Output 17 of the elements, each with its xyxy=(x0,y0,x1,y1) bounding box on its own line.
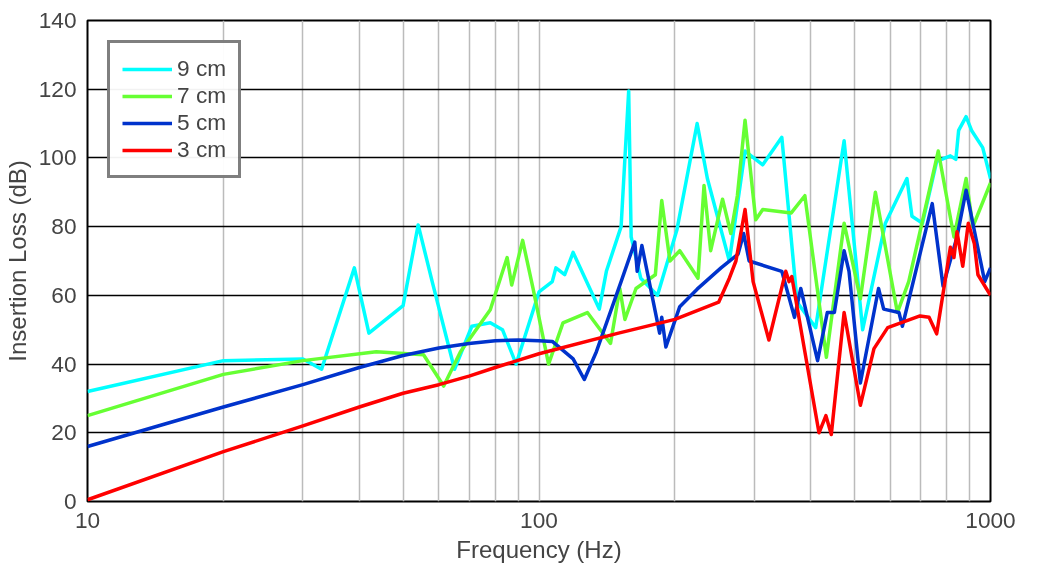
legend-label: 7 cm xyxy=(177,82,227,109)
x-axis-title: Frequency (Hz) xyxy=(456,535,622,563)
x-tick-label: 1000 xyxy=(965,506,1016,533)
legend-label: 3 cm xyxy=(177,136,227,163)
y-tick-label: 100 xyxy=(38,144,77,171)
legend-label: 5 cm xyxy=(177,109,227,136)
y-tick-label: 80 xyxy=(51,213,77,240)
y-tick-label: 20 xyxy=(51,419,77,446)
y-tick-label: 0 xyxy=(63,488,77,514)
y-tick-label: 120 xyxy=(38,75,77,102)
y-axis-title: Insertion Loss (dB) xyxy=(3,160,31,362)
x-tick-label: 100 xyxy=(520,506,558,533)
y-tick-label: 60 xyxy=(51,281,77,308)
y-tick-label: 140 xyxy=(38,7,77,33)
legend-label: 9 cm xyxy=(177,55,227,82)
y-tick-label: 40 xyxy=(51,350,77,377)
x-tick-label: 10 xyxy=(74,506,101,533)
